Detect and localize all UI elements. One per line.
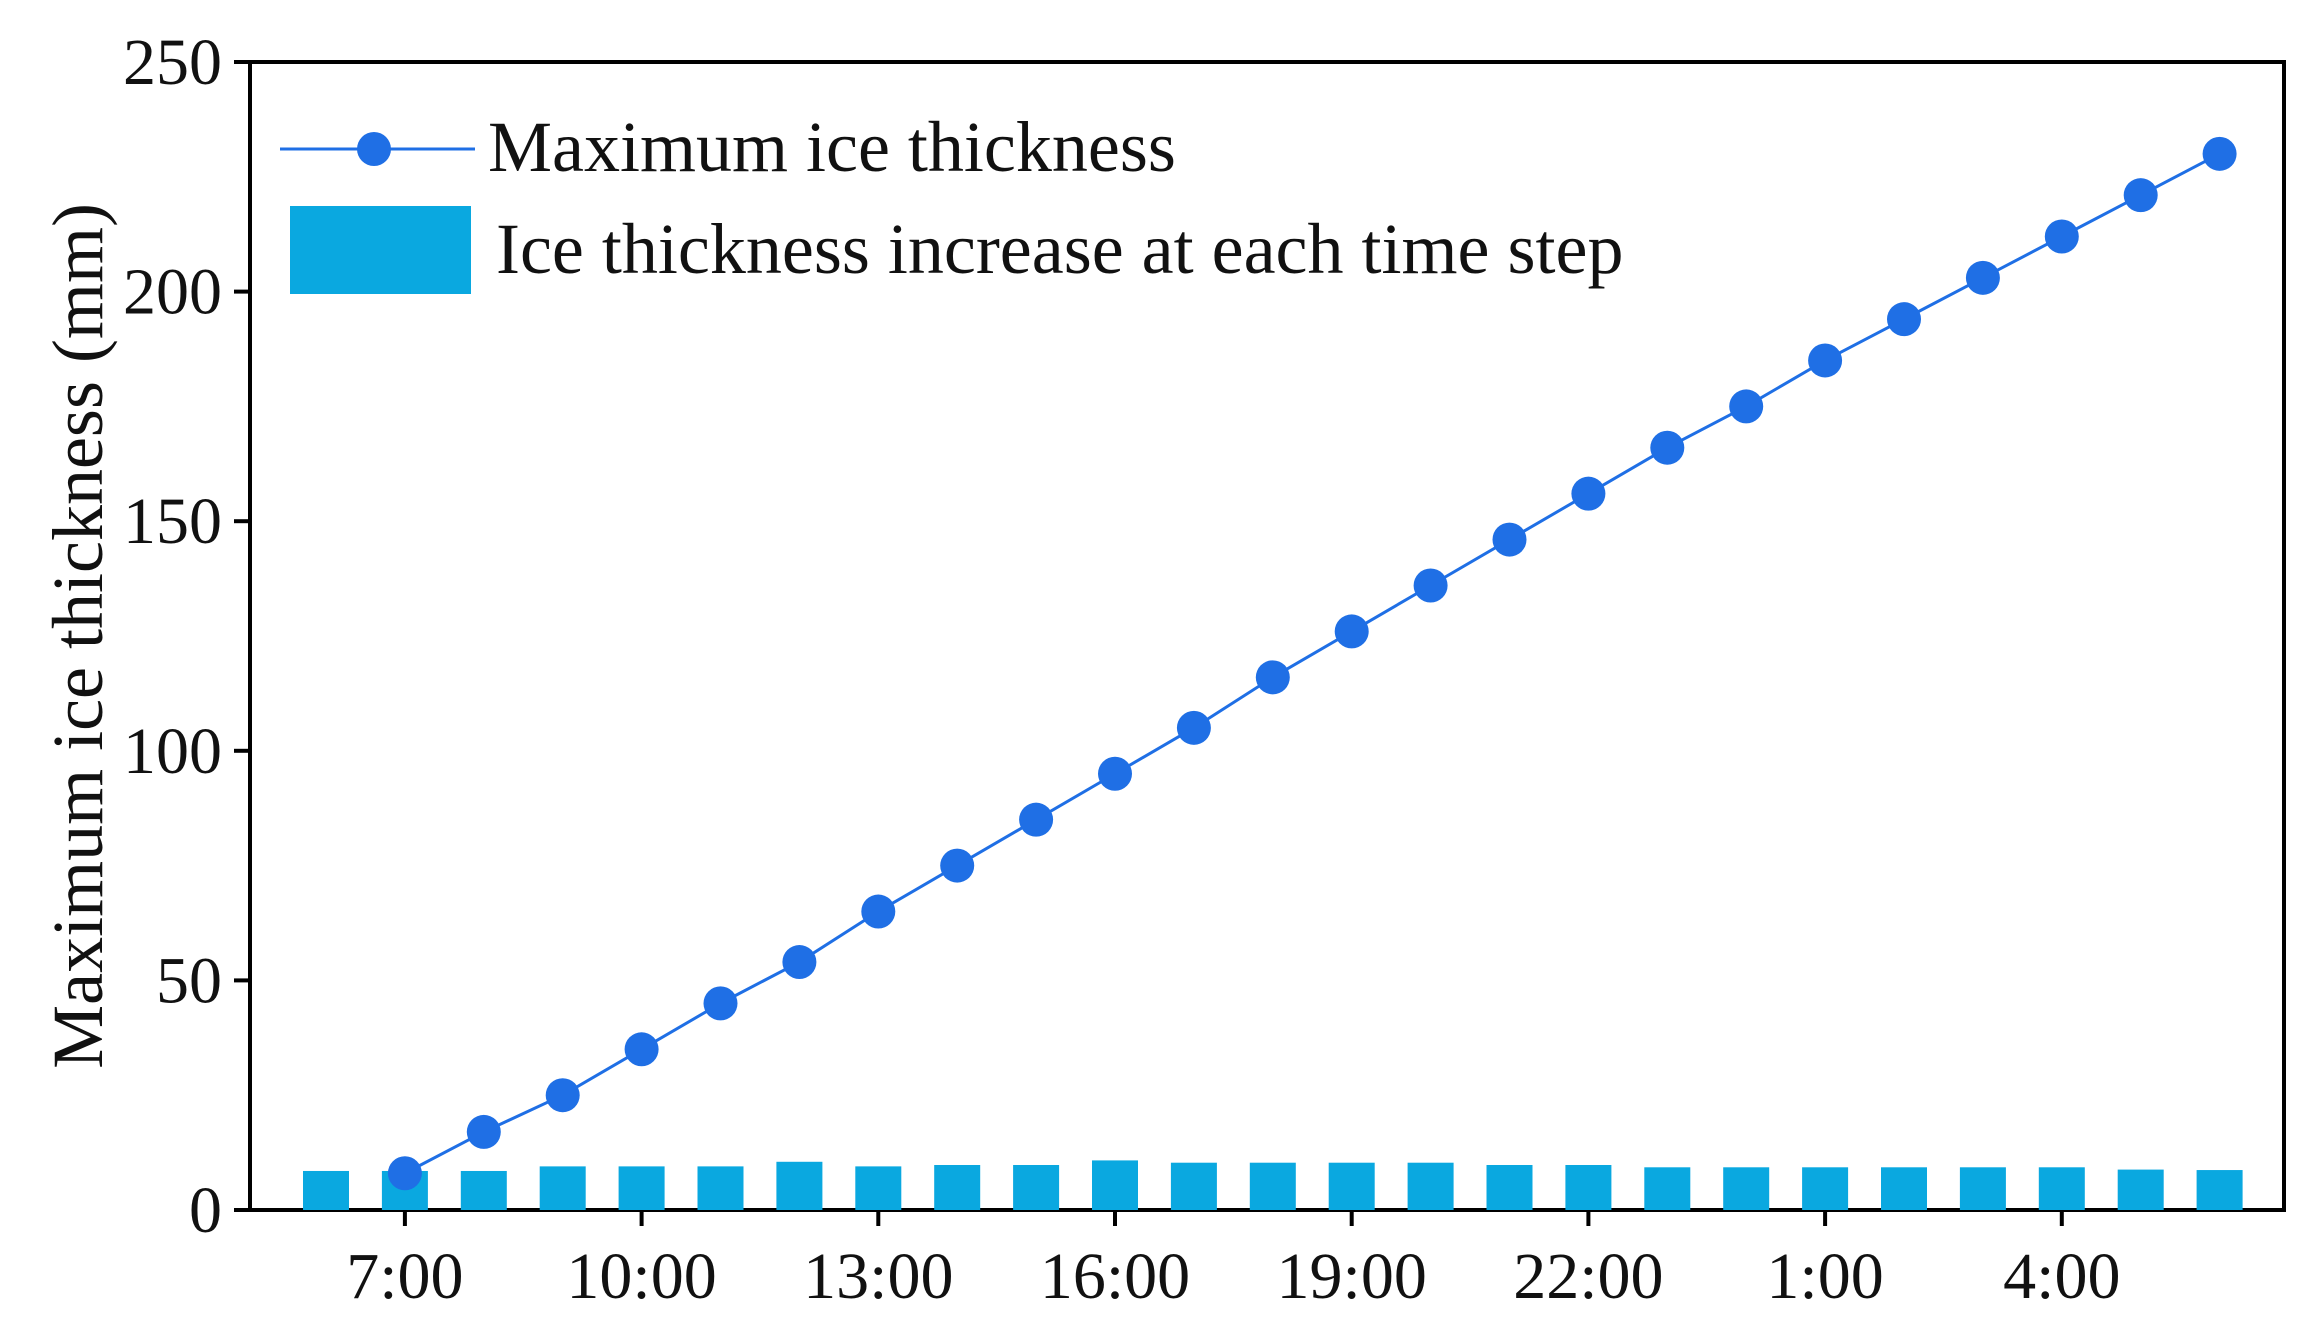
y-tick-label: 150: [123, 485, 222, 558]
x-tick-label: 22:00: [1513, 1240, 1663, 1313]
bar-ice-increase: [1092, 1160, 1138, 1210]
bar-ice-increase: [303, 1170, 349, 1210]
y-tick-label: 0: [189, 1174, 222, 1247]
line-series: [387, 136, 2237, 1191]
y-axis-title: Maximum ice thickness (mm): [38, 203, 118, 1069]
point-max-ice-thickness: [387, 1156, 422, 1191]
bar-ice-increase: [934, 1164, 981, 1210]
point-max-ice-thickness: [2123, 178, 2158, 213]
x-tick-label: 1:00: [1766, 1240, 1883, 1313]
bar-ice-increase: [2038, 1167, 2085, 1210]
line-max-ice-thickness: [404, 152, 2221, 1175]
legend-bar-swatch: [290, 206, 471, 294]
x-axis-ticks: 7:00 10:00 13:00 16:00 19:00 22:00 1:00 4:00: [346, 1210, 2120, 1313]
point-max-ice-thickness: [1887, 302, 1921, 337]
bar-series: [303, 1160, 2243, 1210]
bar-ice-increase: [460, 1170, 507, 1210]
bar-ice-increase: [697, 1166, 744, 1210]
bar-ice-increase: [1170, 1162, 1217, 1210]
point-max-ice-thickness: [1176, 710, 1211, 745]
point-max-ice-thickness: [624, 1032, 659, 1067]
point-max-ice-thickness: [940, 848, 975, 883]
point-max-ice-thickness: [1334, 614, 1369, 649]
point-max-ice-thickness: [1413, 568, 1448, 603]
x-tick-label: 13:00: [803, 1240, 953, 1313]
point-max-ice-thickness: [545, 1078, 580, 1113]
y-axis-ticks: 0 50 100 150 200 250: [123, 26, 250, 1247]
bar-ice-increase: [618, 1166, 665, 1210]
legend-label-ice-increase: Ice thickness increase at each time step: [496, 209, 1623, 289]
point-max-ice-thickness: [2202, 136, 2237, 171]
legend-line-dot: [357, 132, 391, 166]
bar-ice-increase: [539, 1166, 586, 1210]
y-tick-label: 100: [123, 715, 222, 788]
point-max-ice-thickness: [1808, 343, 1843, 378]
bar-ice-increase: [1959, 1167, 2006, 1210]
bar-ice-increase: [1407, 1162, 1454, 1210]
bar-ice-increase: [1881, 1167, 1927, 1210]
bar-ice-increase: [855, 1166, 902, 1210]
bar-ice-increase: [776, 1161, 823, 1210]
x-tick-label: 7:00: [346, 1240, 463, 1313]
bar-ice-increase: [2117, 1169, 2164, 1210]
point-max-ice-thickness: [466, 1114, 501, 1149]
point-max-ice-thickness: [861, 894, 896, 929]
bar-ice-increase: [1644, 1167, 1691, 1210]
legend: Maximum ice thickness Ice thickness incr…: [280, 107, 1623, 294]
bar-ice-increase: [1486, 1164, 1533, 1210]
point-max-ice-thickness: [1650, 430, 1685, 465]
bar-ice-increase: [1565, 1164, 1612, 1210]
point-max-ice-thickness: [1019, 802, 1054, 837]
bar-ice-increase: [2196, 1170, 2243, 1210]
point-max-ice-thickness: [2044, 219, 2079, 254]
x-tick-label: 19:00: [1277, 1240, 1427, 1313]
bar-ice-increase: [1249, 1162, 1296, 1210]
point-max-ice-thickness: [1098, 756, 1132, 791]
bar-ice-increase: [1723, 1167, 1770, 1210]
point-max-ice-thickness: [782, 945, 817, 980]
x-tick-label: 4:00: [2003, 1240, 2120, 1313]
point-max-ice-thickness: [1571, 476, 1606, 511]
y-tick-label: 50: [156, 944, 222, 1017]
bar-ice-increase: [1013, 1164, 1060, 1210]
point-max-ice-thickness: [1492, 522, 1527, 557]
y-tick-label: 250: [123, 26, 222, 99]
point-max-ice-thickness: [1255, 660, 1290, 695]
bar-ice-increase: [1802, 1167, 1849, 1210]
y-tick-label: 200: [123, 256, 222, 329]
x-tick-label: 16:00: [1040, 1240, 1190, 1313]
point-max-ice-thickness: [1965, 260, 2000, 295]
point-max-ice-thickness: [703, 986, 738, 1021]
point-max-ice-thickness: [1729, 389, 1764, 424]
bar-ice-increase: [1328, 1162, 1375, 1210]
legend-label-max-ice-thickness: Maximum ice thickness: [488, 107, 1176, 187]
x-tick-label: 10:00: [566, 1240, 716, 1313]
